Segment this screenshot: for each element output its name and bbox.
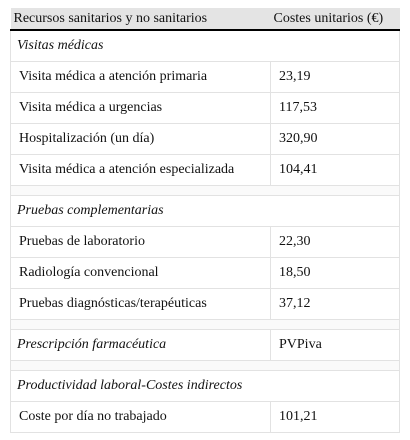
resource-cell: Pruebas de laboratorio (10, 226, 271, 258)
data-row: Hospitalización (un día) 320,90 (10, 123, 400, 155)
spacer-cell (10, 319, 400, 330)
section-row: Productividad laboral-Costes indirectos (10, 370, 400, 402)
header-row: Recursos sanitarios y no sanitarios Cost… (10, 8, 400, 31)
resource-cell: Visita médica a urgencias (10, 92, 271, 124)
header-cell: Costes unitarios (€) (270, 8, 400, 31)
cost-table: Recursos sanitarios y no sanitarios Cost… (10, 8, 400, 433)
cost-cell: 22,30 (270, 226, 400, 258)
cost-cell: 37,12 (270, 288, 400, 320)
data-row: Visita médica a urgencias 117,53 (10, 92, 400, 124)
resource-cell: Visita médica a atención especializada (10, 154, 271, 186)
resource-cell: Hospitalización (un día) (10, 123, 271, 155)
spacer-row (10, 185, 400, 196)
cost-cell: 104,41 (270, 154, 400, 186)
cost-cell: 23,19 (270, 61, 400, 93)
section-title: Productividad laboral-Costes indirectos (10, 370, 400, 402)
section-row: Prescripción farmacéutica PVPiva (10, 329, 400, 361)
section-title: Pruebas complementarias (10, 195, 400, 227)
resource-cell: Visita médica a atención primaria (10, 61, 271, 93)
cost-cell: 320,90 (270, 123, 400, 155)
data-row: Visita médica a atención especializada 10… (10, 154, 400, 186)
spacer-cell (10, 360, 400, 371)
resource-cell: Coste por día no trabajado (10, 401, 271, 433)
data-row: Pruebas de laboratorio 22,30 (10, 226, 400, 258)
section-row: Visitas médicas (10, 29, 400, 62)
data-row: Visita médica a atención primaria 23,19 (10, 61, 400, 93)
section-row: Pruebas complementarias (10, 195, 400, 227)
section-value: PVPiva (270, 329, 400, 361)
table-body: Visitas médicas Visita médica a atención … (10, 29, 400, 433)
header-cell: Recursos sanitarios y no sanitarios (10, 8, 271, 31)
section-title: Prescripción farmacéutica (10, 329, 271, 361)
resource-cell: Radiología convencional (10, 257, 271, 289)
section-title: Visitas médicas (10, 29, 400, 62)
spacer-row (10, 360, 400, 371)
spacer-row (10, 319, 400, 330)
data-row: Radiología convencional 18,50 (10, 257, 400, 289)
resource-cell: Pruebas diagnósticas/terapéuticas (10, 288, 271, 320)
cost-cell: 101,21 (270, 401, 400, 433)
cost-cell: 117,53 (270, 92, 400, 124)
data-row: Pruebas diagnósticas/terapéuticas 37,12 (10, 288, 400, 320)
table-header: Recursos sanitarios y no sanitarios Cost… (10, 8, 400, 31)
data-row: Coste por día no trabajado 101,21 (10, 401, 400, 433)
spacer-cell (10, 185, 400, 196)
cost-cell: 18,50 (270, 257, 400, 289)
